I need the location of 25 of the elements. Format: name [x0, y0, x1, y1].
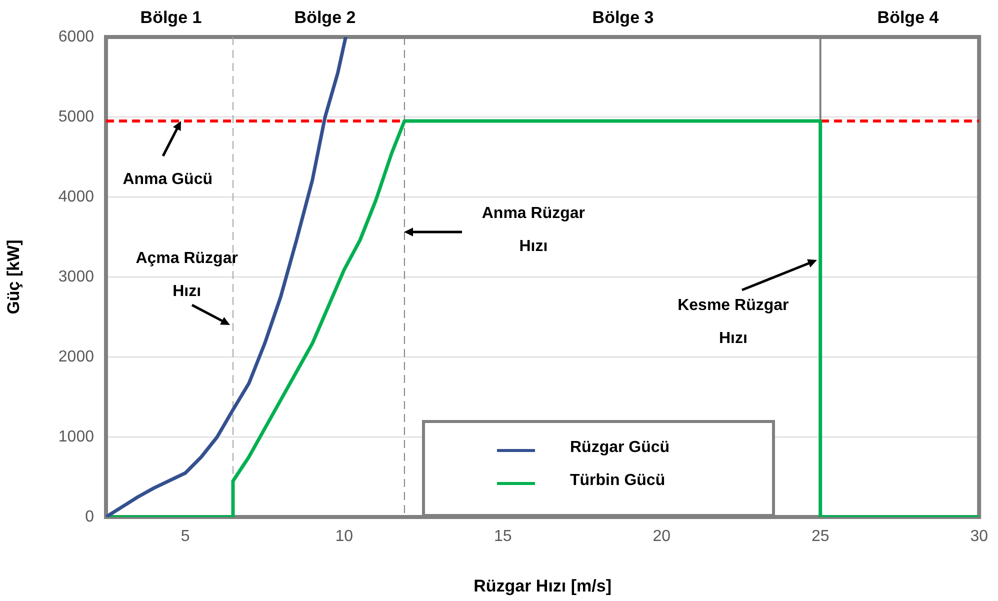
y-tick-label: 6000 — [58, 28, 94, 46]
legend-label: Türbin Gücü — [570, 472, 666, 490]
text: Bölge 1 — [139, 6, 203, 29]
x-axis-title: Rüzgar Hızı [m/s] — [474, 576, 612, 596]
x-tick-label: 10 — [335, 528, 354, 546]
y-tick-label: 2000 — [58, 348, 94, 366]
y-axis-title: Güç [kW] — [4, 240, 23, 314]
text: Bölge 3 — [591, 6, 655, 29]
annotation: Anma Rüzgar Hızı — [480, 204, 586, 258]
x-tick-label: 20 — [652, 528, 671, 546]
legend-label: Rüzgar Gücü — [570, 439, 670, 457]
x-tick-label: 15 — [494, 528, 512, 546]
x-tick-label: 5 — [180, 528, 190, 546]
text: Bölge 4 — [876, 6, 940, 29]
annotation: Anma Gücü — [122, 170, 214, 190]
x-tick-label: 25 — [811, 528, 830, 546]
annotation: Kesme Rüzgar Hızı — [676, 296, 790, 350]
y-tick-label: 1000 — [58, 428, 94, 446]
y-tick-label: 5000 — [58, 108, 94, 126]
x-tick-label: 30 — [970, 528, 988, 546]
annotation: Açma Rüzgar Hızı — [134, 249, 239, 302]
y-tick-label: 0 — [85, 508, 94, 526]
y-tick-label: 3000 — [58, 268, 94, 286]
text: Bölge 2 — [293, 6, 357, 29]
y-tick-label: 4000 — [58, 188, 94, 206]
